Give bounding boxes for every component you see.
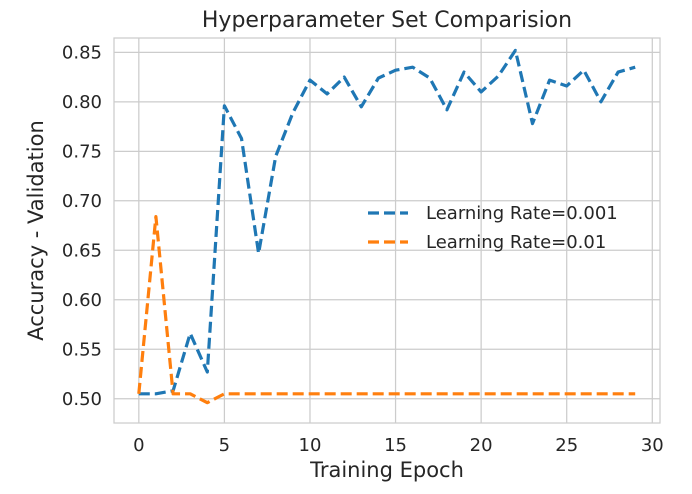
x-tick-label: 30 bbox=[641, 435, 664, 456]
y-tick-label: 0.70 bbox=[62, 191, 102, 212]
y-tick-label: 0.65 bbox=[62, 240, 102, 261]
y-tick-label: 0.80 bbox=[62, 92, 102, 113]
legend-label-1: Learning Rate=0.001 bbox=[426, 203, 618, 224]
y-tick-label: 0.50 bbox=[62, 389, 102, 410]
y-tick-label: 0.85 bbox=[62, 42, 102, 63]
y-axis-label: Accuracy - Validation bbox=[24, 120, 48, 341]
x-tick-label: 20 bbox=[470, 435, 493, 456]
y-tick-label: 0.60 bbox=[62, 290, 102, 311]
x-tick-label: 5 bbox=[219, 435, 230, 456]
y-tick-label: 0.75 bbox=[62, 141, 102, 162]
x-axis-label: Training Epoch bbox=[309, 458, 464, 482]
chart-title: Hyperparameter Set Comparision bbox=[202, 8, 572, 33]
plot-frame bbox=[113, 37, 661, 424]
series-line-2 bbox=[137, 215, 636, 405]
legend-label-2: Learning Rate=0.01 bbox=[426, 232, 606, 253]
y-tick-label: 0.55 bbox=[62, 339, 102, 360]
series-line-1 bbox=[138, 48, 636, 396]
x-tick-label: 15 bbox=[384, 435, 407, 456]
x-tick-label: 0 bbox=[133, 435, 144, 456]
x-tick-label: 10 bbox=[299, 435, 322, 456]
legend: Learning Rate=0.001 Learning Rate=0.01 bbox=[368, 203, 618, 253]
tick-labels: 0 5 10 15 20 25 30 0.50 0.55 0.60 0.65 0.70 0.75 0.80… bbox=[62, 42, 664, 456]
series-lines bbox=[137, 48, 636, 405]
grid bbox=[114, 38, 660, 423]
x-tick-label: 25 bbox=[555, 435, 578, 456]
